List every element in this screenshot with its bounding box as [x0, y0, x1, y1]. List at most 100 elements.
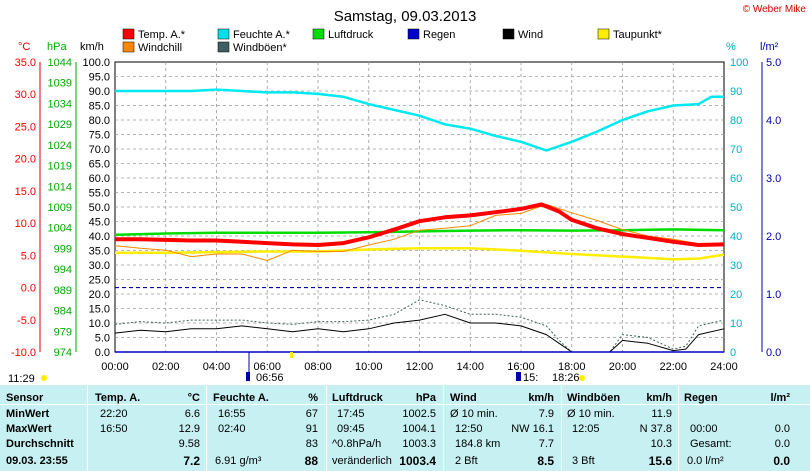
temp-tick-label: 35.0 — [15, 57, 36, 69]
row-min-label: MinWert — [6, 408, 50, 420]
legend-label: Luftdruck — [328, 29, 374, 41]
column-divider — [87, 385, 88, 471]
pressure-tick-label: 1044 — [48, 57, 72, 69]
moonrise-time: 11:29 — [8, 373, 35, 385]
header-temp-unit: °C — [187, 392, 200, 404]
pressure-axis-unit: hPa — [47, 41, 67, 53]
temp-tick-label: 10.0 — [15, 218, 36, 230]
rain-tick-label: 1.0 — [766, 289, 781, 301]
avg-wind-label: 184.8 km — [455, 438, 501, 450]
pressure-tick-label: 1029 — [48, 119, 72, 131]
wind-tick-label: 70.0 — [89, 144, 110, 156]
header-rain: Regen — [684, 392, 718, 404]
max-temp-time: 16:50 — [100, 423, 128, 435]
temp-tick-label: 25.0 — [15, 121, 36, 133]
max-rain: 0.0 — [774, 423, 790, 435]
avg-temp: 9.58 — [178, 438, 200, 450]
x-tick-label: 08:00 — [304, 361, 332, 373]
temp-tick-label: -10.0 — [11, 347, 36, 359]
sunrise-time: 06:56 — [256, 372, 284, 384]
rain-tick-label: 4.0 — [766, 115, 781, 127]
series-line-windchill — [114, 203, 725, 261]
series-line-windb-en — [114, 299, 725, 353]
humidity-axis-unit: % — [726, 41, 736, 53]
temp-tick-label: 0.0 — [21, 283, 36, 295]
header-wind-unit: km/h — [528, 392, 554, 404]
series-line-temp-a — [115, 202, 725, 247]
max-temp: 12.9 — [178, 423, 200, 435]
wind-tick-label: 30.0 — [89, 260, 110, 272]
x-tick-label: 10:00 — [355, 361, 383, 373]
pressure-tick-label: 1019 — [48, 161, 72, 173]
wind-tick-label: 65.0 — [89, 159, 110, 171]
current-hum: 88 — [304, 454, 318, 468]
max-wind: NW 16.1 — [511, 423, 554, 435]
x-tick-label: 04:00 — [203, 361, 231, 373]
x-tick-label: 02:00 — [152, 361, 180, 373]
current-hum-label: 6.91 g/m³ — [215, 455, 262, 467]
pressure-tick-label: 1034 — [48, 98, 72, 110]
header-rain-unit: l/m² — [770, 392, 790, 404]
max-wind-label: 12:50 — [455, 423, 483, 435]
x-tick-label: 00:00 — [101, 361, 129, 373]
legend-label: Windchill — [138, 42, 182, 54]
current-press-label: veränderlich — [332, 455, 392, 467]
pressure-tick-label: 1024 — [48, 140, 72, 152]
avg-wind: 7.7 — [538, 438, 554, 450]
wind-tick-label: 0.0 — [95, 347, 110, 359]
pressure-tick-label: 1004 — [48, 223, 72, 235]
legend-swatch — [312, 28, 325, 40]
humidity-tick-label: 70 — [730, 144, 742, 156]
rain-axis-unit: l/m² — [760, 41, 779, 53]
temp-tick-label: 30.0 — [15, 89, 36, 101]
max-press-time: 09:45 — [337, 423, 365, 435]
humidity-tick-label: 20 — [730, 289, 742, 301]
column-divider — [561, 385, 562, 471]
legend-label: Taupunkt* — [613, 29, 663, 41]
sunset-icon — [579, 375, 585, 381]
pressure-tick-label: 979 — [54, 326, 72, 338]
avg-rain-label: Gesamt: — [690, 438, 732, 450]
legend-label: Wind — [518, 29, 543, 41]
header-gust: Windböen — [567, 392, 621, 404]
max-hum-time: 02:40 — [218, 423, 246, 435]
current-wind-label: 2 Bft — [455, 455, 478, 467]
wind-tick-label: 40.0 — [89, 231, 110, 243]
current-gust: 15.6 — [648, 454, 672, 468]
wind-tick-label: 80.0 — [89, 115, 110, 127]
pressure-tick-label: 984 — [54, 306, 72, 318]
wind-tick-label: 20.0 — [89, 289, 110, 301]
min-temp: 6.6 — [184, 408, 200, 420]
humidity-tick-label: 0 — [730, 347, 736, 359]
max-gust: N 37.8 — [639, 423, 672, 435]
sunrise-marker-icon — [246, 372, 250, 381]
header-gust-unit: km/h — [646, 392, 672, 404]
current-wind: 8.5 — [537, 454, 554, 468]
max-gust-label: 12:05 — [572, 423, 600, 435]
pressure-tick-label: 994 — [54, 264, 72, 276]
header-wind: Wind — [450, 392, 477, 404]
legend-swatch — [217, 28, 230, 40]
row-current-label: 09.03. 23:55 — [6, 455, 68, 467]
series-line-luftdruck — [114, 228, 725, 237]
legend-swatch — [217, 41, 230, 53]
legend-swatch — [502, 28, 515, 40]
wind-tick-label: 85.0 — [89, 101, 110, 113]
x-tick-label: 14:00 — [456, 361, 484, 373]
legend-label: Feuchte A.* — [233, 29, 291, 41]
table-header-divider — [0, 404, 810, 405]
min-temp-time: 22:20 — [100, 408, 128, 420]
time-marker-icon — [516, 372, 521, 381]
column-divider — [678, 385, 679, 471]
wind-tick-label: 15.0 — [89, 304, 110, 316]
humidity-tick-label: 60 — [730, 173, 742, 185]
min-hum: 67 — [305, 408, 318, 420]
wind-tick-label: 10.0 — [89, 318, 110, 330]
wind-tick-label: 25.0 — [89, 275, 110, 287]
min-press: 1002.5 — [402, 408, 436, 420]
min-wind-label: Ø 10 min. — [450, 408, 498, 420]
wind-tick-label: 35.0 — [89, 246, 110, 258]
avg-press-label: ^0.8hPa/h — [332, 438, 382, 450]
avg-press: 1003.3 — [402, 438, 436, 450]
x-tick-label: 22:00 — [659, 361, 687, 373]
